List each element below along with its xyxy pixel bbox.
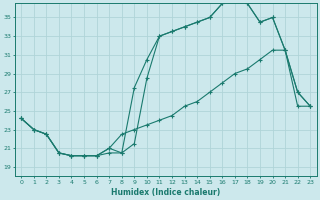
X-axis label: Humidex (Indice chaleur): Humidex (Indice chaleur) [111, 188, 220, 197]
